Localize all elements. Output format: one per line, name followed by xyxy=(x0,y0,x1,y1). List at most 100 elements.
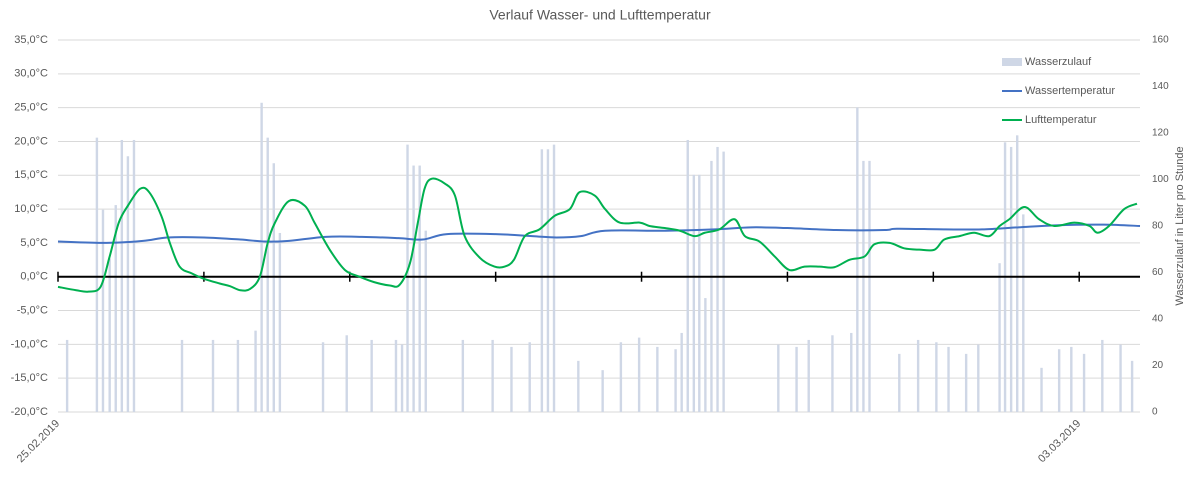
y2-tick-label: 100 xyxy=(1152,174,1169,185)
bar xyxy=(722,151,725,412)
bar xyxy=(1009,146,1013,412)
y2-axis-title: Wasserzulauf in Liter pro Stunde xyxy=(1174,146,1186,305)
y-tick-label: 20,0°C xyxy=(14,135,48,147)
bar xyxy=(1070,346,1073,412)
bar xyxy=(546,149,550,412)
y2-tick-label: 80 xyxy=(1152,221,1164,232)
bar xyxy=(424,230,427,412)
legend-swatch xyxy=(1002,58,1022,66)
y-tick-label: -20,0°C xyxy=(11,406,48,418)
y2-tick-label: 60 xyxy=(1152,267,1164,278)
bar xyxy=(935,342,938,412)
bar xyxy=(65,339,69,412)
bar xyxy=(1082,353,1086,412)
bar xyxy=(577,360,580,412)
bar xyxy=(850,332,853,412)
legend-label: Wassertemperatur xyxy=(1025,85,1115,97)
bar xyxy=(528,342,531,412)
y2-tick-label: 20 xyxy=(1152,360,1164,371)
bar xyxy=(1057,349,1061,412)
bar xyxy=(345,335,348,412)
y-tick-label: 0,0°C xyxy=(20,271,48,283)
bar xyxy=(964,353,968,412)
bar xyxy=(400,344,404,412)
bar xyxy=(510,346,513,412)
bar xyxy=(831,335,834,412)
bar xyxy=(266,137,269,412)
bar xyxy=(601,370,604,412)
bar xyxy=(977,344,980,412)
bar xyxy=(619,342,623,412)
bar xyxy=(461,339,465,412)
y2-tick-label: 120 xyxy=(1152,128,1169,139)
y2-tick-label: 40 xyxy=(1152,314,1164,325)
bar xyxy=(180,339,184,412)
y-tick-label: 25,0°C xyxy=(14,102,48,114)
bar xyxy=(862,160,865,412)
bar xyxy=(254,330,257,412)
y-tick-label: -5,0°C xyxy=(17,304,48,316)
bar xyxy=(272,163,275,412)
bar xyxy=(656,346,659,412)
y-tick-label: 5,0°C xyxy=(20,237,48,249)
bar xyxy=(260,102,263,413)
bar xyxy=(674,349,677,412)
bar xyxy=(1022,214,1025,412)
bar xyxy=(1101,339,1104,412)
y-tick-label: 35,0°C xyxy=(14,34,48,46)
bar xyxy=(370,339,373,412)
y-tick-label: 15,0°C xyxy=(14,169,48,181)
bar xyxy=(491,339,494,412)
y-tick-label: 10,0°C xyxy=(14,203,48,215)
bar xyxy=(795,346,798,412)
bar xyxy=(692,174,696,412)
y2-tick-label: 140 xyxy=(1152,81,1169,92)
bar xyxy=(108,258,111,412)
bar xyxy=(680,332,683,412)
bar xyxy=(947,346,950,412)
line xyxy=(57,177,1138,293)
bar xyxy=(321,342,325,412)
x-tick-label: 03.03.2019 xyxy=(1036,418,1083,465)
y-tick-label: 30,0°C xyxy=(14,68,48,80)
bar xyxy=(552,144,556,412)
bar xyxy=(1016,135,1019,412)
legend-label: Lufttemperatur xyxy=(1025,114,1097,126)
bar xyxy=(716,146,719,412)
bar xyxy=(856,107,859,413)
y2-tick-label: 160 xyxy=(1152,35,1169,46)
bar xyxy=(114,205,117,412)
bar xyxy=(406,144,409,412)
chart-title: Verlauf Wasser- und Lufttemperatur xyxy=(489,7,711,23)
bar xyxy=(916,339,920,412)
bar xyxy=(126,156,130,412)
x-tick-label: 25.02.2019 xyxy=(15,418,62,465)
bar xyxy=(704,298,707,412)
bar xyxy=(236,339,240,412)
bar xyxy=(637,337,641,412)
bar xyxy=(807,339,810,412)
y-tick-label: -10,0°C xyxy=(11,338,48,350)
bar xyxy=(278,232,282,412)
bar xyxy=(412,165,415,412)
bar xyxy=(95,137,99,412)
bar xyxy=(211,339,215,412)
bar xyxy=(418,165,421,412)
legend-label: Wasserzulauf xyxy=(1025,56,1092,68)
line xyxy=(57,223,1141,244)
bar xyxy=(540,149,544,412)
bar xyxy=(898,353,901,412)
bar xyxy=(698,174,701,412)
y-tick-label: -15,0°C xyxy=(11,372,48,384)
bar xyxy=(710,160,713,412)
bar xyxy=(1130,360,1134,412)
bar xyxy=(868,160,871,412)
bar xyxy=(1040,367,1043,412)
bar xyxy=(394,339,398,412)
y2-tick-label: 0 xyxy=(1152,407,1158,418)
bar xyxy=(1119,344,1122,412)
bar xyxy=(777,344,780,412)
bar xyxy=(101,209,105,412)
bar xyxy=(998,263,1001,412)
